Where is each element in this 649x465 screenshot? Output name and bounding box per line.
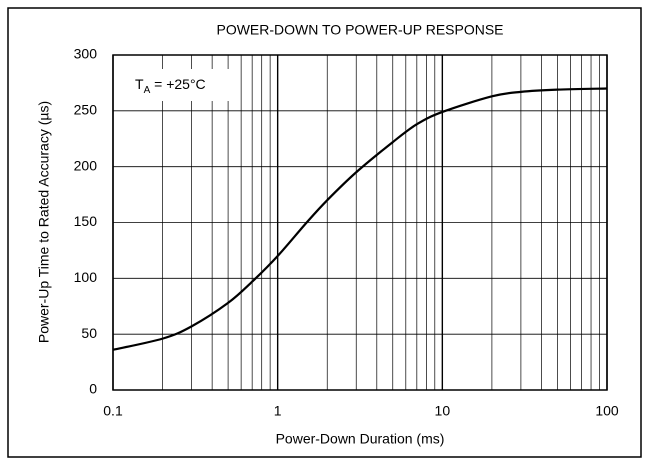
y-tick-label: 200	[74, 157, 98, 173]
chart-title: POWER-DOWN TO POWER-UP RESPONSE	[216, 22, 503, 38]
annotation-box	[125, 69, 237, 101]
y-tick-label: 50	[81, 325, 97, 341]
annotation: TA = +25°C	[135, 76, 206, 96]
y-tick-label: 0	[89, 381, 97, 397]
y-tick-label: 300	[74, 46, 98, 62]
line	[112, 87, 608, 351]
x-tick-label: 0.1	[103, 403, 123, 419]
plot-border	[112, 54, 608, 391]
plot-area: 0.1 1 10 100 0 50 100 150 200 250 300	[74, 46, 619, 419]
x-tick-label: 1	[274, 403, 282, 419]
y-tick-label: 100	[74, 269, 98, 285]
y-axis-label: Power-Up Time to Rated Accuracy (µs)	[36, 101, 52, 343]
annotation-rest: = +25°C	[150, 76, 205, 92]
annotation-main: T	[135, 76, 144, 92]
x-tick-label: 10	[435, 403, 451, 419]
y-tick-label: 250	[74, 102, 98, 118]
annotation-sub: A	[144, 85, 151, 96]
y-tick-label: 150	[74, 213, 98, 229]
frame	[7, 7, 642, 458]
x-axis-label: Power-Down Duration (ms)	[276, 431, 445, 447]
x-tick-label: 100	[595, 403, 619, 419]
